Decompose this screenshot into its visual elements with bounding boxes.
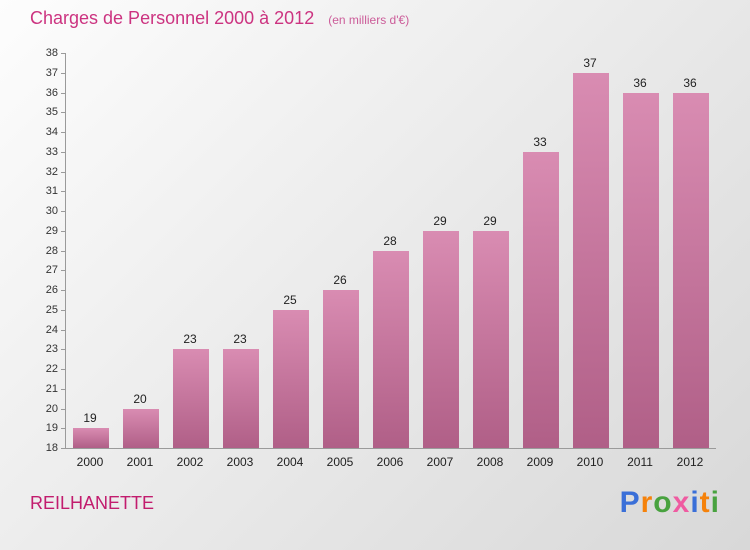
bar [173, 349, 209, 448]
bar-value-label: 36 [683, 75, 697, 90]
bar [423, 230, 459, 448]
bar-value-label: 23 [233, 332, 247, 347]
x-axis-label: 2002 [176, 455, 204, 469]
x-axis-label: 2006 [376, 455, 404, 469]
bar [673, 92, 709, 448]
y-axis-tick [61, 448, 65, 449]
y-axis-tick [61, 112, 65, 114]
y-axis-label: 36 [45, 86, 58, 99]
y-axis-label: 28 [45, 244, 58, 257]
footer: REILHANETTE Proxiti [30, 486, 720, 520]
y-axis-label: 37 [45, 66, 58, 79]
y-axis-tick [61, 270, 65, 272]
x-axis-label: 2007 [426, 455, 454, 469]
y-axis-tick [61, 191, 65, 193]
bar-value-label: 20 [133, 391, 147, 406]
brand-letter: o [653, 486, 673, 519]
bar-value-label: 29 [483, 213, 497, 228]
chart-subtitle: (en milliers d'€) [328, 13, 410, 27]
x-axis-label: 2001 [126, 455, 154, 469]
bar [273, 309, 309, 448]
bar [123, 408, 159, 448]
y-axis-label: 25 [45, 303, 58, 316]
brand-logo: Proxiti [620, 486, 720, 520]
bar-value-label: 23 [183, 332, 197, 347]
brand-letter: i [710, 486, 720, 519]
x-axis-label: 2011 [627, 455, 653, 469]
y-axis-label: 26 [45, 284, 58, 296]
bar [623, 92, 659, 448]
y-axis-tick [61, 250, 65, 252]
y-axis-tick [61, 329, 65, 331]
y-axis-label: 33 [45, 145, 58, 158]
bar [473, 230, 509, 448]
bar-value-label: 26 [333, 273, 347, 287]
y-axis-tick [61, 151, 65, 153]
bar-value-label: 36 [633, 75, 647, 90]
plot-area [65, 53, 716, 449]
x-axis-label: 2010 [576, 455, 604, 469]
bar-value-label: 25 [283, 292, 297, 307]
y-axis-label: 23 [45, 343, 58, 356]
y-axis-label: 35 [45, 106, 58, 119]
y-axis-tick [61, 53, 65, 54]
bar [323, 290, 359, 448]
y-axis-tick [61, 72, 65, 74]
y-axis-label: 31 [45, 185, 58, 198]
brand-letter: P [619, 486, 641, 519]
bar [523, 151, 559, 448]
y-axis-tick [61, 369, 65, 370]
y-axis-tick [61, 171, 65, 173]
y-axis-tick [61, 388, 65, 390]
y-axis-label: 24 [45, 323, 58, 336]
y-axis-label: 32 [45, 165, 58, 178]
chart-title: Charges de Personnel 2000 à 2012 [30, 8, 315, 28]
x-axis-label: 2000 [76, 455, 104, 469]
bar-value-label: 37 [583, 55, 597, 70]
y-axis-label: 29 [45, 224, 58, 237]
y-axis-tick [61, 132, 65, 133]
bar-value-label: 28 [383, 233, 397, 248]
y-axis-tick [61, 230, 65, 232]
y-axis-tick [61, 309, 65, 311]
y-axis-tick [61, 290, 65, 291]
x-axis-label: 2009 [526, 455, 554, 469]
bar [223, 349, 259, 448]
chart-header: Charges de Personnel 2000 à 2012 (en mil… [30, 8, 409, 29]
bar-value-label: 19 [83, 411, 97, 426]
y-axis-label: 22 [45, 363, 58, 375]
y-axis-label: 20 [45, 402, 58, 415]
y-axis-tick [61, 349, 65, 351]
y-axis-label: 21 [45, 382, 58, 395]
y-axis-tick [61, 428, 65, 430]
bar-value-label: 33 [533, 134, 547, 149]
y-axis-tick [61, 92, 65, 94]
y-axis-label: 34 [45, 126, 58, 138]
bar-value-label: 29 [433, 213, 447, 228]
place-name: REILHANETTE [30, 492, 155, 513]
y-axis-label: 30 [45, 205, 58, 217]
x-axis-label: 2008 [476, 455, 504, 469]
brand-letter: x [672, 486, 691, 519]
bar [373, 250, 409, 448]
brand-letter: r [640, 486, 654, 519]
x-axis-label: 2004 [276, 455, 304, 469]
bar [73, 428, 109, 448]
x-axis-label: 2003 [226, 455, 254, 469]
y-axis-label: 27 [45, 264, 58, 277]
brand-letter: i [690, 486, 700, 519]
y-axis-label: 19 [45, 422, 58, 435]
x-axis-label: 2005 [326, 455, 354, 469]
x-axis-label: 2012 [676, 455, 704, 469]
y-axis-label: 38 [45, 47, 58, 59]
y-axis-label: 18 [45, 442, 58, 454]
y-axis-tick [61, 211, 65, 212]
y-axis-tick [61, 408, 65, 410]
bar-chart: 38 37 36 35 34 33 32 31 30 29 28 27 26 25 24 23 22 21 20 19… [30, 47, 720, 469]
bar [573, 72, 609, 448]
brand-letter: t [699, 486, 711, 519]
